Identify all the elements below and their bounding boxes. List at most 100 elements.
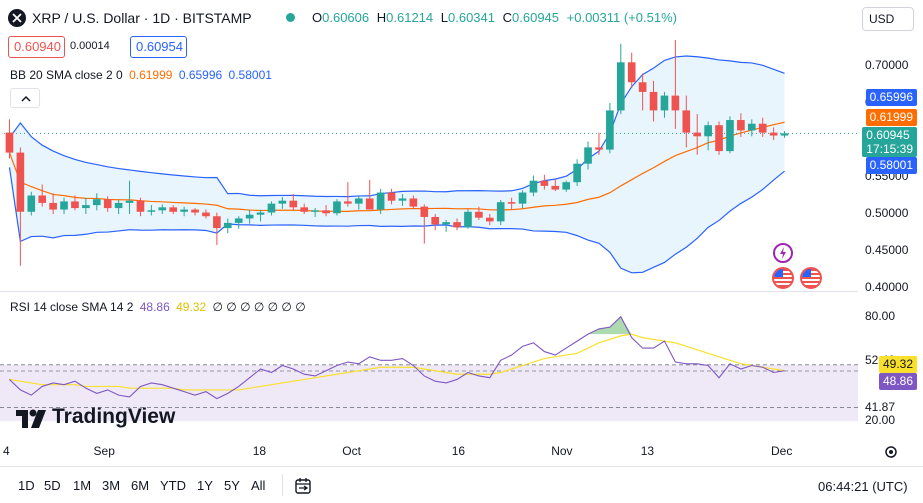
currency-label: USD (869, 12, 895, 26)
bb-basis-tag: 0.61999 (865, 109, 917, 126)
rsi-empty-values: ∅ ∅ ∅ ∅ ∅ ∅ ∅ (212, 300, 306, 314)
candle-body (529, 180, 538, 193)
price-tick-label: 0.50000 (865, 206, 909, 220)
bb-upper-tag-text: 0.65996 (869, 90, 913, 104)
bb-legend[interactable]: BB 20 SMA close 2 0 0.61999 0.65996 0.58… (10, 68, 272, 82)
candle-body (158, 207, 167, 211)
bb-basis-tag-text: 0.61999 (869, 110, 913, 124)
sell-button[interactable]: 0.60940 (8, 36, 65, 58)
candle-body (387, 192, 396, 201)
range-button-1m[interactable]: 1M (73, 478, 92, 493)
bb-basis-value: 0.61999 (129, 68, 173, 82)
settings-gear-icon[interactable] (883, 444, 899, 460)
candle-body (442, 222, 450, 225)
rsi-sma-tag-text: 49.32 (882, 357, 913, 371)
candle-body (114, 202, 123, 209)
candle-body (715, 125, 723, 152)
candle-body (333, 201, 341, 214)
buy-price: 0.60954 (136, 39, 183, 54)
candle-body (540, 180, 549, 186)
candle-body (38, 195, 47, 203)
range-button-1d[interactable]: 1D (18, 478, 35, 493)
flag-canton (802, 269, 811, 277)
bb-fill-area (9, 56, 785, 273)
candle-body (354, 198, 363, 204)
price-tick-label: 0.45000 (865, 243, 909, 257)
range-button-ytd[interactable]: YTD (160, 478, 186, 493)
candle-body (169, 207, 178, 212)
close-value: 0.60945 (512, 10, 560, 25)
tradingview-logo-icon (16, 409, 46, 428)
price-tick-label: 0.70000 (865, 58, 909, 72)
candle-body (300, 207, 309, 212)
symbol-title[interactable]: XRP / U.S. Dollar · 1D · BITSTAMP (32, 10, 252, 26)
lightning-event-icon[interactable] (773, 243, 793, 263)
time-tick-label: 16 (451, 444, 466, 458)
candle-body (71, 201, 79, 209)
candle-body (464, 211, 472, 228)
rsi-legend[interactable]: RSI 14 close SMA 14 2 48.86 49.32 ∅ ∅ ∅ … (10, 300, 306, 314)
candle-body (311, 210, 319, 212)
rsi-line (9, 315, 785, 400)
candle-body (82, 205, 90, 209)
range-button-5y[interactable]: 5Y (224, 478, 240, 493)
time-tick-label: Oct (342, 444, 361, 458)
range-button-1y[interactable]: 1Y (197, 478, 213, 493)
sell-price: 0.60940 (14, 39, 61, 54)
candle-body (747, 123, 756, 131)
candle-body (573, 163, 581, 183)
date-range-icon[interactable] (292, 476, 314, 496)
range-button-6m[interactable]: 6M (131, 478, 150, 493)
candle-body (344, 201, 352, 204)
bb-upper-value: 0.65996 (178, 68, 223, 82)
bb-lower-tag: 0.58001 (865, 157, 917, 174)
candle-body (322, 210, 330, 214)
candle-body (223, 222, 232, 229)
us-flag-event-icon[interactable] (772, 267, 794, 289)
candle-body (136, 200, 145, 212)
flag-canton (774, 269, 783, 277)
candle-body (660, 95, 669, 111)
candle-body (431, 216, 440, 225)
candle-body (518, 192, 527, 204)
currency-select[interactable]: USD (862, 7, 914, 31)
time-tick-label: Dec (771, 444, 793, 458)
us-flag-event-icon-2[interactable] (800, 267, 822, 289)
buy-button[interactable]: 0.60954 (130, 36, 187, 58)
rsi-band-fill (0, 364, 858, 422)
candle-body (180, 209, 188, 212)
candle-body (420, 206, 429, 217)
pane-separator[interactable] (0, 291, 858, 292)
candle-body (551, 185, 560, 190)
low-label: L (440, 10, 448, 25)
candle-body (256, 212, 265, 215)
candle-body (376, 192, 385, 210)
candle-body (202, 212, 210, 217)
candle-body (485, 217, 494, 222)
utc-clock[interactable]: 06:44:21 (UTC) (818, 479, 908, 494)
candle-body (758, 123, 767, 133)
high-label: H (376, 10, 387, 25)
candle-body (704, 125, 712, 137)
candle-body (5, 132, 14, 153)
candle-body (245, 214, 254, 219)
candle-body (737, 120, 745, 131)
candle-body (398, 198, 407, 201)
rsi-sma-tag: 49.32 (878, 356, 917, 373)
candle-body (562, 182, 571, 190)
candle-body (453, 222, 461, 228)
rsi-tick-label: 20.00 (865, 413, 896, 428)
time-tick-label: Nov (551, 444, 573, 458)
candle-body (365, 198, 374, 210)
candle-body (595, 147, 603, 150)
range-button-all[interactable]: All (251, 478, 266, 493)
last-price-text: 0.60945 (866, 128, 910, 142)
range-button-5d[interactable]: 5D (44, 478, 61, 493)
collapse-legend-button[interactable] (10, 88, 40, 108)
bottom-toolbar-border (0, 466, 923, 467)
candle-body (475, 211, 483, 218)
range-button-3m[interactable]: 3M (102, 478, 121, 493)
rsi-tick-label: 41.87 (865, 399, 896, 414)
rsi-value: 48.86 (139, 300, 170, 314)
